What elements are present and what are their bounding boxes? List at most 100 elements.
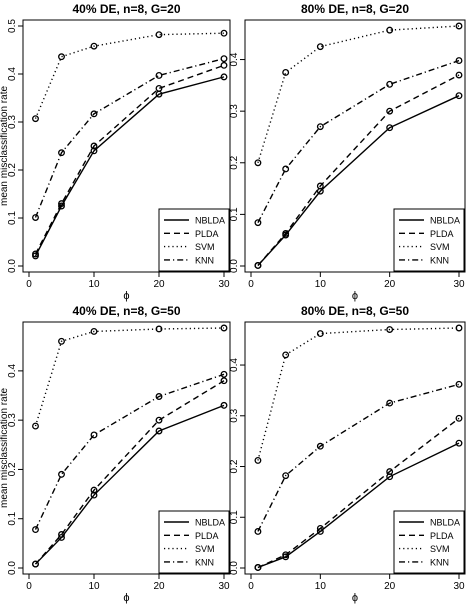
data-point — [316, 330, 324, 338]
data-point — [282, 165, 290, 173]
data-point — [58, 337, 65, 345]
legend-label: NBLDA — [195, 216, 225, 226]
x-tick-label: 20 — [153, 279, 165, 290]
data-point — [386, 326, 394, 333]
data-point — [58, 470, 65, 478]
series-line — [34, 57, 225, 218]
x-tick-label: 0 — [26, 581, 32, 592]
data-point — [90, 142, 98, 150]
data-point — [155, 71, 163, 79]
series-line — [34, 380, 225, 565]
y-tick-label: 0.4 — [229, 358, 240, 372]
y-tick-label: 0.0 — [229, 259, 240, 273]
data-point — [155, 416, 163, 424]
data-point — [455, 414, 463, 422]
legend: NBLDA PLDA SVM KNN — [393, 510, 465, 574]
data-point — [32, 526, 39, 534]
data-point — [254, 456, 262, 464]
data-point — [155, 325, 163, 333]
y-tick-label: 0.2 — [229, 155, 240, 169]
y-tick-label: 0.5 — [7, 19, 18, 33]
x-tick-label: 20 — [153, 581, 165, 592]
data-point — [316, 442, 324, 450]
data-point — [220, 377, 228, 385]
data-point — [316, 123, 324, 131]
data-point — [32, 115, 39, 123]
series-line — [257, 417, 460, 569]
series-svm — [254, 22, 463, 167]
data-point — [254, 159, 262, 167]
data-point — [220, 324, 228, 332]
series-svm — [32, 324, 228, 430]
y-axis-label: mean misclassification rate — [0, 388, 10, 508]
data-point — [254, 528, 262, 535]
y-tick-label: 0.4 — [7, 363, 18, 377]
y-tick-label: 0.0 — [7, 561, 18, 575]
series-line — [257, 95, 460, 266]
y-tick-label: 0.0 — [7, 259, 18, 273]
x-tick-label: 0 — [248, 581, 254, 592]
series-line — [257, 74, 460, 266]
data-point — [254, 564, 262, 571]
data-point — [316, 524, 324, 532]
y-tick-label: 0.2 — [7, 163, 18, 177]
data-point — [455, 71, 463, 79]
data-point — [220, 401, 228, 409]
legend-label: NBLDA — [430, 518, 460, 528]
x-tick-label: 0 — [26, 279, 32, 290]
legend-label: PLDA — [430, 229, 454, 239]
chart-title: 80% DE, n=8, G=50 — [301, 304, 409, 318]
data-point — [386, 80, 394, 88]
x-axis-label: ϕ — [123, 592, 129, 604]
x-tick-label: 30 — [453, 581, 465, 592]
series-knn — [254, 380, 463, 535]
data-point — [58, 53, 65, 61]
legend-label: KNN — [430, 255, 449, 265]
series-line — [34, 76, 225, 257]
data-point — [90, 110, 98, 118]
legend-label: NBLDA — [430, 216, 460, 226]
series-line — [257, 59, 460, 223]
data-point — [282, 551, 290, 559]
data-point — [220, 61, 228, 69]
legend: NBLDA PLDA SVM KNN — [393, 208, 465, 272]
x-tick-label: 10 — [88, 279, 100, 290]
y-tick-label: 0.1 — [7, 211, 18, 225]
x-tick-label: 10 — [315, 581, 327, 592]
y-tick-label: 0.2 — [7, 462, 18, 476]
plot-frame — [22, 19, 231, 273]
data-point — [386, 124, 394, 132]
legend-label: SVM — [430, 242, 450, 252]
data-point — [455, 57, 463, 65]
x-tick-label: 30 — [218, 279, 230, 290]
data-point — [455, 439, 463, 447]
series-line — [257, 25, 460, 163]
data-point — [90, 491, 98, 499]
y-tick-label: 0.3 — [229, 408, 240, 422]
series-line — [257, 327, 460, 461]
data-point — [58, 202, 65, 210]
legend-label: PLDA — [195, 229, 219, 239]
series-plda — [32, 377, 228, 568]
x-tick-label: 30 — [218, 581, 230, 592]
data-point — [455, 92, 463, 100]
data-point — [90, 327, 98, 335]
series-knn — [254, 57, 463, 227]
data-point — [32, 422, 39, 430]
x-tick-label: 0 — [248, 279, 254, 290]
data-point — [386, 26, 394, 34]
y-axis-label: mean misclassification rate — [0, 86, 10, 206]
series-plda — [32, 61, 228, 258]
data-point — [220, 29, 228, 37]
data-point — [90, 42, 98, 50]
legend-label: PLDA — [430, 531, 454, 541]
data-point — [316, 43, 324, 51]
plot-frame — [244, 321, 466, 575]
y-tick-label: 0.0 — [229, 561, 240, 575]
y-tick-label: 0.1 — [229, 207, 240, 221]
y-tick-label: 0.3 — [7, 413, 18, 427]
data-point — [155, 393, 163, 400]
plot-frame — [22, 321, 231, 575]
series-line — [34, 327, 225, 427]
